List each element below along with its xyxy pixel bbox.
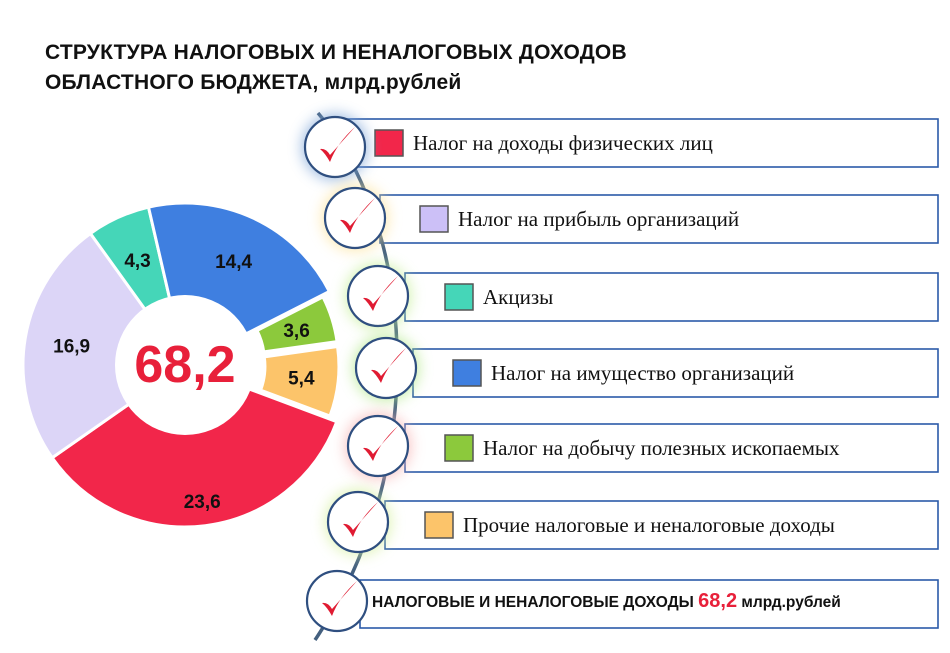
- total-value: 68,2: [698, 590, 738, 612]
- pie-slice: [255, 294, 339, 354]
- check-badge: [302, 114, 368, 180]
- legend-swatch: [374, 129, 404, 157]
- title-line-1: СТРУКТУРА НАЛОГОВЫХ И НЕНАЛОГОВЫХ ДОХОДО…: [45, 41, 627, 64]
- total-label: НАЛОГОВЫЕ И НЕНАЛОГОВЫЕ ДОХОДЫ 68,2 млрд…: [372, 590, 841, 613]
- title-line-2: ОБЛАСТНОГО БЮДЖЕТА, млрд.рублей: [45, 71, 462, 94]
- total-unit: млрд.рублей: [741, 594, 841, 611]
- pie-slice: [258, 344, 341, 418]
- slice-label: 5,4: [288, 369, 315, 390]
- donut-hole: [115, 295, 255, 435]
- donut-chart: 23,6 16,9 4,3 14,4 3,6 5,4: [21, 201, 341, 529]
- slice-label: 3,6: [283, 321, 309, 342]
- check-badge: [345, 413, 411, 479]
- slice-label: 14,4: [215, 252, 252, 273]
- legend-label: Акцизы: [483, 285, 553, 309]
- legend-label: Налог на имущество организаций: [491, 361, 794, 385]
- slice-label: 23,6: [184, 492, 221, 513]
- check-mark-icon: [343, 502, 378, 537]
- slice-label: 16,9: [53, 337, 90, 358]
- check-badge: [322, 185, 388, 251]
- check-mark-icon: [363, 276, 398, 311]
- legend-item: Налог на доходы физических лиц: [334, 118, 939, 168]
- donut-center: 68,2: [115, 295, 255, 435]
- legend-swatch: [452, 359, 482, 387]
- check-badge: [305, 569, 369, 633]
- total-text: НАЛОГОВЫЕ И НЕНАЛОГОВЫЕ ДОХОДЫ: [372, 594, 694, 611]
- center-total-label: 68,2: [134, 336, 235, 394]
- legend-swatch: [424, 511, 454, 539]
- legend-swatch: [444, 283, 474, 311]
- legend-boxes: Налог на доходы физических лиц Налог на п…: [334, 118, 939, 629]
- legend-item: Налог на имущество организаций: [412, 348, 939, 398]
- check-mark-icon: [320, 127, 355, 162]
- check-mark-icon: [363, 426, 398, 461]
- legend-label: Прочие налоговые и неналоговые доходы: [463, 513, 835, 537]
- total-box: [359, 579, 939, 629]
- check-badge: [345, 263, 411, 329]
- chart-title: СТРУКТУРА НАЛОГОВЫХ И НЕНАЛОГОВЫХ ДОХОДО…: [45, 38, 725, 98]
- legend-label: Налог на добычу полезных ископаемых: [483, 436, 840, 460]
- check-badge: [325, 489, 391, 555]
- check-badge: [353, 335, 419, 401]
- check-mark-icon: [340, 198, 375, 233]
- legend-swatch: [444, 434, 474, 462]
- legend-item: Налог на добычу полезных ископаемых: [404, 423, 939, 473]
- legend-item: Налог на прибыль организаций: [379, 194, 939, 244]
- legend-swatch: [419, 205, 449, 233]
- slice-label: 4,3: [124, 251, 150, 272]
- check-mark-icon: [322, 581, 357, 616]
- legend-item: Прочие налоговые и неналоговые доходы: [384, 500, 939, 550]
- legend-item: Акцизы: [404, 272, 939, 322]
- legend-label: Налог на доходы физических лиц: [413, 131, 713, 155]
- check-circles: [302, 114, 419, 633]
- legend-label: Налог на прибыль организаций: [458, 207, 739, 231]
- check-mark-icon: [371, 348, 406, 383]
